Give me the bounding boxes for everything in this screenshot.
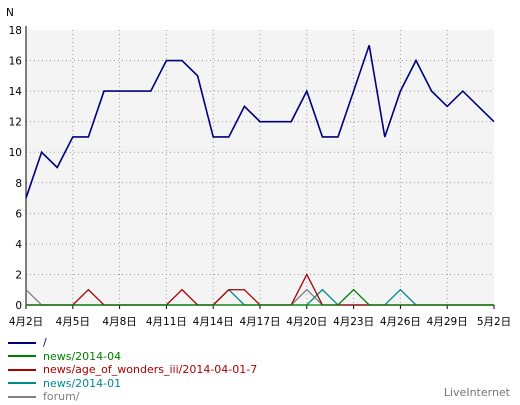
- legend-item: /: [8, 336, 257, 350]
- line-chart: 0 2 4 6 8 10 12 14 16 18 4月2日 4月5日 4月8日 4月11日 4月14日 4月1…: [6, 7, 511, 328]
- legend-item: news/2014-04: [8, 350, 257, 364]
- series-line-1: [26, 288, 494, 306]
- legend-swatch: [8, 395, 36, 398]
- x-tick-label: 4月17日: [239, 316, 280, 328]
- series-line-0: [25, 45, 495, 199]
- legend-item: news/2014-01: [8, 377, 257, 391]
- y-tick-label: 6: [15, 208, 22, 220]
- y-tick-label: 2: [15, 269, 22, 281]
- legend-label: /: [43, 336, 47, 349]
- x-tick-label: 4月29日: [427, 316, 468, 328]
- x-tick-label: 4月2日: [9, 316, 43, 328]
- x-tick-label: 4月20日: [286, 316, 327, 328]
- x-tick-label: 4月14日: [193, 316, 234, 328]
- legend-label: news/2014-01: [43, 376, 122, 390]
- brand-label[interactable]: LiveInternet: [443, 386, 510, 399]
- legend: / news/2014-04 news/age_of_wonders_iii/2…: [8, 336, 257, 404]
- legend-label: news/2014-04: [43, 349, 122, 363]
- legend-label: news/age_of_wonders_iii/2014-04-01-7: [43, 363, 258, 376]
- x-tick-label: 4月23日: [333, 316, 374, 328]
- x-tick-label: 4月5日: [56, 316, 90, 328]
- x-tick-label: 4月8日: [102, 316, 136, 328]
- x-tick-label: 5月2日: [477, 316, 511, 328]
- legend-swatch: [8, 382, 36, 385]
- plot-area: [26, 30, 494, 305]
- y-tick-label: 4: [15, 239, 22, 251]
- legend-item: forum/: [8, 390, 257, 404]
- y-tick-label: 12: [9, 117, 22, 129]
- y-tick-label: 0: [15, 300, 22, 312]
- y-tick-label: 18: [9, 25, 22, 37]
- legend-item: news/age_of_wonders_iii/2014-04-01-7: [8, 363, 257, 377]
- legend-swatch: [8, 368, 36, 371]
- x-tick-label: 4月11日: [146, 316, 187, 328]
- y-axis-label: N: [6, 7, 14, 19]
- y-tick-label: 16: [9, 56, 23, 68]
- legend-swatch: [8, 341, 36, 344]
- legend-label: forum/: [43, 390, 80, 403]
- y-tick-label: 10: [9, 147, 22, 159]
- legend-swatch: [8, 355, 36, 358]
- y-tick-label: 8: [15, 178, 22, 190]
- y-tick-label: 14: [9, 86, 23, 98]
- x-tick-label: 4月26日: [380, 316, 421, 328]
